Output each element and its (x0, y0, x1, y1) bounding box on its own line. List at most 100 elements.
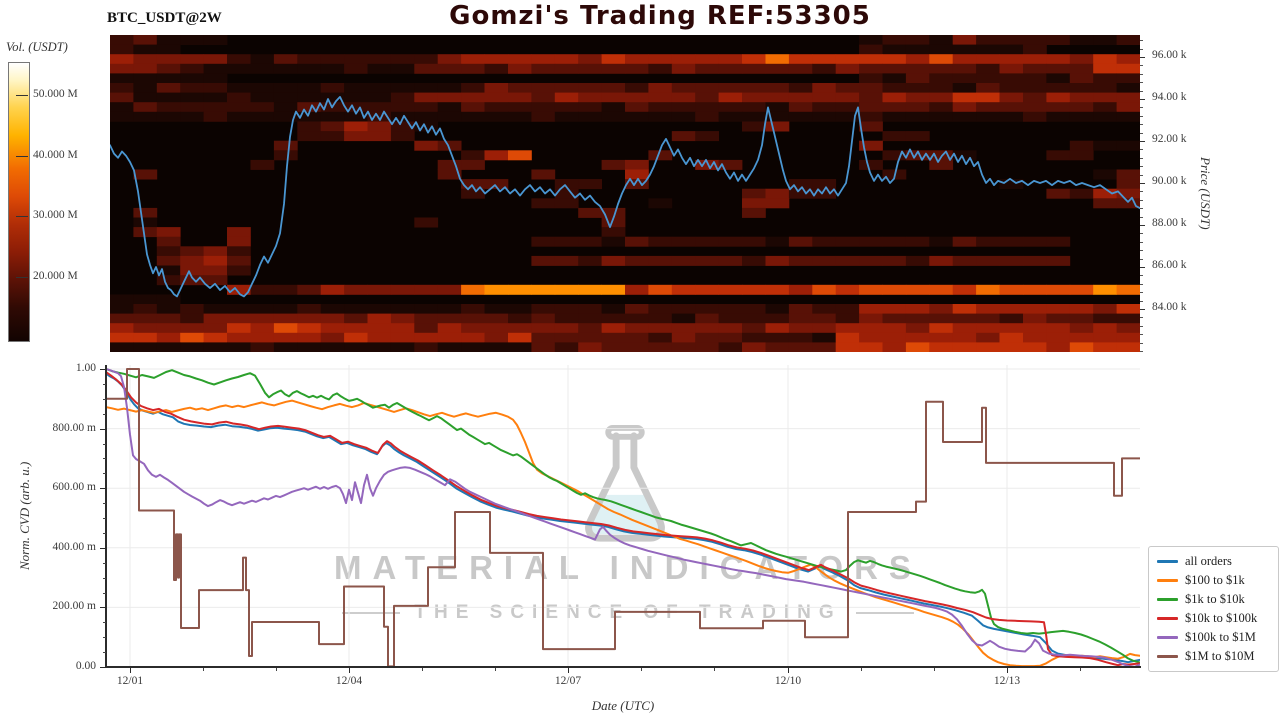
price-line (110, 96, 1140, 298)
series-all-orders (106, 372, 1140, 664)
series--10k-to-100k (106, 371, 1140, 667)
series--100k-to-1m (106, 368, 1140, 667)
legend-swatch (1157, 617, 1178, 620)
price-tick-label: 84.00 k (1152, 301, 1187, 313)
colorbar-tick (16, 276, 28, 278)
cvd-tick (100, 607, 106, 609)
volume-colorbar (8, 62, 30, 342)
price-minor-tick (1140, 65, 1143, 67)
legend-item: $1k to $10k (1157, 592, 1270, 607)
cvd-tick-label: 600.00 m (52, 481, 96, 494)
date-tick (349, 668, 351, 673)
x-axis-spine (105, 666, 1141, 668)
price-minor-tick (1140, 40, 1143, 42)
price-axis-title: Price (USDT) (1198, 157, 1213, 230)
cvd-tick (100, 428, 106, 430)
cvd-minor-tick (103, 592, 106, 594)
price-minor-tick (1140, 107, 1143, 109)
cvd-panel (106, 365, 1140, 667)
price-tick-label: 88.00 k (1152, 217, 1187, 229)
legend-item: $100 to $1k (1157, 573, 1270, 588)
colorbar-tick (16, 216, 28, 218)
price-tick (1140, 267, 1145, 268)
legend-item: $100k to $1M (1157, 630, 1270, 645)
date-minor-tick (495, 668, 496, 671)
date-minor-tick (203, 668, 204, 671)
instrument-label: BTC_USDT@2W (107, 10, 222, 26)
price-minor-tick (1140, 73, 1143, 75)
price-minor-tick (1140, 124, 1143, 126)
price-minor-tick (1140, 325, 1143, 327)
cvd-tick (100, 667, 106, 668)
price-tick-label: 96.00 k (1152, 49, 1187, 61)
date-tick-label: 12/10 (774, 675, 802, 687)
price-minor-tick (1140, 48, 1143, 50)
heatmap-cells (110, 35, 1140, 352)
price-tick-label: 86.00 k (1152, 259, 1187, 271)
cvd-minor-tick (103, 398, 106, 400)
date-axis-title: Date (UTC) (591, 698, 655, 713)
colorbar-title: Vol. (USDT) (6, 40, 68, 54)
cvd-tick-label: 800.00 m (52, 421, 96, 434)
price-minor-tick (1140, 174, 1143, 176)
price-tick (1140, 183, 1145, 184)
date-minor-tick (934, 668, 935, 671)
legend-label: all orders (1185, 554, 1232, 568)
price-minor-tick (1140, 115, 1143, 117)
price-minor-tick (1140, 283, 1143, 285)
cvd-tick-label: 1.00 (75, 362, 96, 374)
legend-item: $10k to $100k (1157, 611, 1270, 626)
cvd-minor-tick (103, 637, 106, 639)
date-x-axis: 12/01 12/04 12/07 12/10 12/13 (106, 668, 1206, 708)
cvd-minor-tick (103, 577, 106, 579)
legend-label: $10k to $100k (1185, 611, 1258, 625)
legend-item: $1M to $10M (1157, 649, 1270, 664)
cvd-tick (100, 369, 106, 370)
date-tick-label: 12/13 (993, 675, 1021, 687)
price-minor-tick (1140, 250, 1143, 252)
price-tick (1140, 225, 1145, 226)
cvd-tick (100, 488, 106, 490)
price-minor-tick (1140, 191, 1143, 193)
cvd-minor-tick (103, 413, 106, 415)
legend-swatch (1157, 560, 1178, 563)
price-minor-tick (1140, 82, 1143, 84)
price-tick (1140, 99, 1145, 100)
price-minor-tick (1140, 132, 1143, 134)
price-minor-tick (1140, 233, 1143, 235)
colorbar-tick-label: 30.000 M (33, 209, 78, 222)
heatmap-plot (110, 35, 1140, 352)
price-minor-tick (1140, 90, 1143, 92)
price-minor-tick (1140, 351, 1143, 352)
date-tick (130, 668, 132, 673)
cvd-minor-tick (103, 532, 106, 534)
price-tick-label: 92.00 k (1152, 133, 1187, 145)
price-minor-tick (1140, 149, 1143, 151)
price-tick (1140, 57, 1145, 58)
cvd-tick-label: 0.00 (75, 660, 96, 672)
date-tick (788, 668, 790, 673)
cvd-minor-tick (103, 652, 106, 654)
cvd-y-axis: 1.00 800.00 m 600.00 m 400.00 m 200.00 m 0.00 (14, 362, 106, 672)
legend-label: $100 to $1k (1185, 573, 1245, 587)
series--1k-to-10k (106, 368, 1140, 664)
colorbar-tick (16, 155, 28, 157)
cvd-series (106, 368, 1140, 667)
price-minor-tick (1140, 166, 1143, 168)
legend-swatch (1157, 579, 1178, 582)
legend-swatch (1157, 636, 1178, 639)
legend-label: $1M to $10M (1185, 649, 1255, 663)
cvd-minor-tick (103, 383, 106, 385)
cvd-minor-tick (103, 443, 106, 445)
cvd-tick-label: 200.00 m (52, 600, 96, 613)
price-minor-tick (1140, 258, 1143, 260)
legend-label: $1k to $10k (1185, 592, 1245, 606)
price-axis: 96.00 k 94.00 k 92.00 k 90.00 k 88.00 k 86.00… (1140, 35, 1280, 352)
cvd-minor-tick (103, 562, 106, 564)
date-minor-tick (422, 668, 423, 671)
y-axis-spine (105, 365, 107, 668)
colorbar-tick-label: 50.000 M (33, 88, 78, 101)
price-minor-tick (1140, 275, 1143, 277)
price-minor-tick (1140, 300, 1143, 302)
